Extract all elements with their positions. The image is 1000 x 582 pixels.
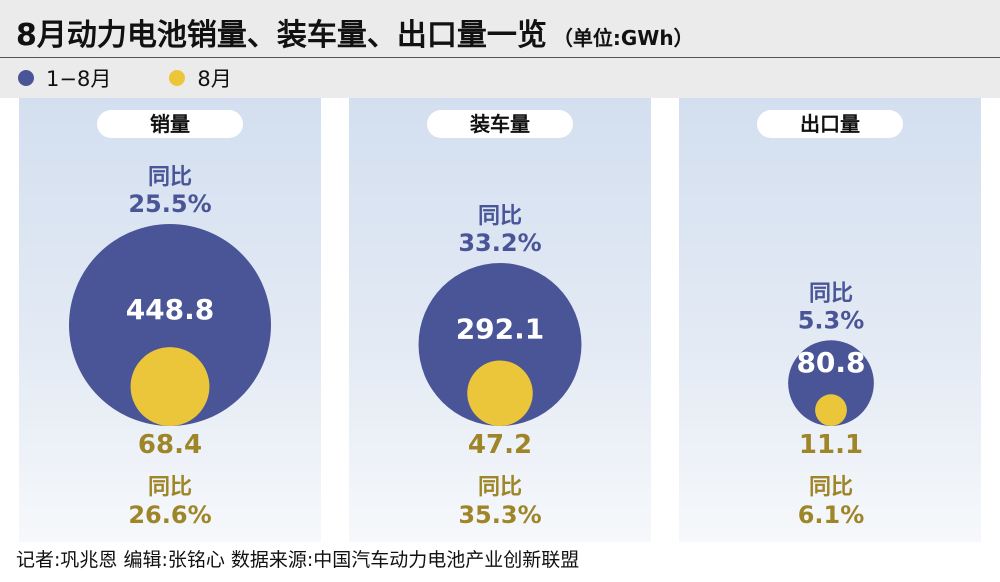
panel-export: 出口量 xyxy=(679,98,981,542)
legend-item-cumulative: 1−8月 xyxy=(18,63,111,93)
yoy-label-month: 同比 xyxy=(478,475,522,500)
yoy-value-month: 6.1% xyxy=(798,501,865,529)
yoy-value-month: 35.3% xyxy=(458,501,541,529)
yoy-value-cumulative: 25.5% xyxy=(128,190,211,218)
header-band xyxy=(0,0,1000,98)
yoy-label-cumulative: 同比 xyxy=(478,204,522,229)
legend-label: 8月 xyxy=(197,67,232,91)
bubble-cumulative-2 xyxy=(788,340,874,426)
title-block: 8月动力电池销量、装车量、出口量一览 （单位:GWh） xyxy=(16,10,694,54)
title-divider xyxy=(0,57,1000,58)
unit-label: （单位:GWh） xyxy=(552,26,694,50)
yoy-value-cumulative: 5.3% xyxy=(798,306,865,334)
credits-footer: 记者:巩兆恩 编辑:张铭心 数据来源:中国汽车动力电池产业创新联盟 xyxy=(16,549,580,571)
bubble-month-0 xyxy=(130,347,210,426)
value-label-cumulative: 292.1 xyxy=(456,312,545,345)
yoy-value-cumulative: 33.2% xyxy=(458,229,541,257)
legend-dot-icon xyxy=(169,70,186,86)
yoy-label-month: 同比 xyxy=(148,475,192,500)
yoy-value-month: 26.6% xyxy=(128,501,211,529)
legend: 1−8月 8月 xyxy=(18,63,290,93)
bubble-cumulative-0 xyxy=(69,224,271,426)
value-label-month: 68.4 xyxy=(138,430,202,460)
bubble-month-2 xyxy=(815,394,847,426)
category-pill-export: 出口量 xyxy=(757,110,903,138)
yoy-label-cumulative: 同比 xyxy=(148,165,192,190)
legend-item-month: 8月 xyxy=(169,63,232,93)
legend-label: 1−8月 xyxy=(46,67,112,91)
bubble-cumulative-1 xyxy=(418,263,582,426)
bubble-month-1 xyxy=(467,360,533,426)
value-label-month: 47.2 xyxy=(468,430,532,460)
legend-dot-icon xyxy=(18,70,34,86)
value-label-month: 11.1 xyxy=(799,430,863,460)
yoy-label-cumulative: 同比 xyxy=(809,281,853,306)
category-pill-sales: 销量 xyxy=(97,110,243,138)
yoy-label-month: 同比 xyxy=(809,475,853,500)
chart-title: 8月动力电池销量、装车量、出口量一览 xyxy=(16,18,547,53)
value-label-cumulative: 80.8 xyxy=(796,346,865,379)
category-pill-installed: 装车量 xyxy=(427,110,573,138)
value-label-cumulative: 448.8 xyxy=(126,293,215,326)
